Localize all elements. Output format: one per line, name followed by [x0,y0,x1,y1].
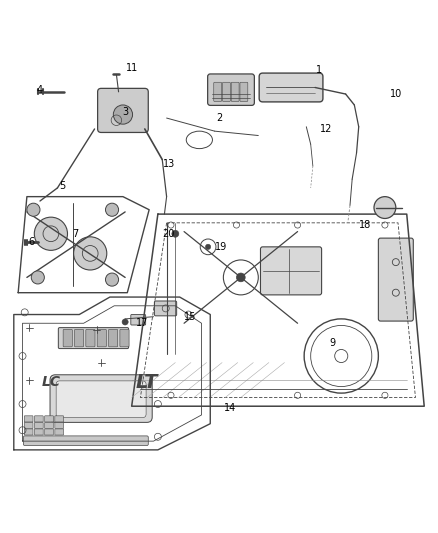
Text: 13: 13 [162,159,175,169]
Text: LC: LC [42,375,60,389]
FancyBboxPatch shape [23,436,148,446]
FancyBboxPatch shape [56,381,146,417]
Text: 18: 18 [359,220,371,230]
FancyBboxPatch shape [45,422,53,429]
FancyBboxPatch shape [259,73,323,102]
Circle shape [205,244,211,249]
Circle shape [113,105,133,124]
FancyBboxPatch shape [35,422,43,429]
Circle shape [31,271,44,284]
FancyBboxPatch shape [378,238,413,321]
Circle shape [27,203,40,216]
FancyBboxPatch shape [55,429,64,435]
FancyBboxPatch shape [223,82,230,101]
Text: 17: 17 [136,318,149,328]
Text: 1: 1 [316,65,322,75]
FancyBboxPatch shape [120,329,129,347]
FancyBboxPatch shape [86,329,95,347]
Circle shape [122,319,128,325]
FancyBboxPatch shape [97,329,106,347]
Circle shape [237,273,245,282]
FancyBboxPatch shape [208,74,254,106]
FancyBboxPatch shape [214,82,222,101]
Text: 15: 15 [184,312,197,322]
FancyBboxPatch shape [131,314,146,325]
FancyBboxPatch shape [63,329,72,347]
Text: 12: 12 [320,124,332,134]
FancyBboxPatch shape [24,429,33,435]
FancyBboxPatch shape [45,416,53,422]
Text: LT: LT [136,373,158,392]
FancyBboxPatch shape [109,329,118,347]
Circle shape [106,203,119,216]
FancyBboxPatch shape [74,329,84,347]
FancyBboxPatch shape [35,416,43,422]
FancyBboxPatch shape [240,82,248,101]
Circle shape [106,273,119,286]
FancyBboxPatch shape [55,416,64,422]
Text: 6: 6 [28,238,34,247]
FancyBboxPatch shape [45,429,53,435]
Circle shape [374,197,396,219]
Text: 20: 20 [162,229,175,239]
Text: 5: 5 [59,181,65,191]
FancyBboxPatch shape [55,422,64,429]
FancyBboxPatch shape [24,422,33,429]
FancyBboxPatch shape [261,247,321,295]
FancyBboxPatch shape [154,301,177,316]
FancyBboxPatch shape [24,416,33,422]
Text: 2: 2 [216,113,222,123]
Text: 9: 9 [329,338,336,348]
FancyBboxPatch shape [50,375,152,422]
Text: 11: 11 [126,63,138,73]
Text: 14: 14 [224,403,236,414]
Text: 10: 10 [390,89,402,99]
FancyBboxPatch shape [58,328,129,349]
Circle shape [34,217,67,251]
Text: 7: 7 [72,229,78,239]
FancyBboxPatch shape [231,82,239,101]
Text: 19: 19 [215,242,227,252]
Circle shape [172,230,179,237]
Circle shape [74,237,107,270]
Text: 3: 3 [122,107,128,117]
FancyBboxPatch shape [35,429,43,435]
Text: 4: 4 [37,85,43,95]
FancyBboxPatch shape [98,88,148,133]
